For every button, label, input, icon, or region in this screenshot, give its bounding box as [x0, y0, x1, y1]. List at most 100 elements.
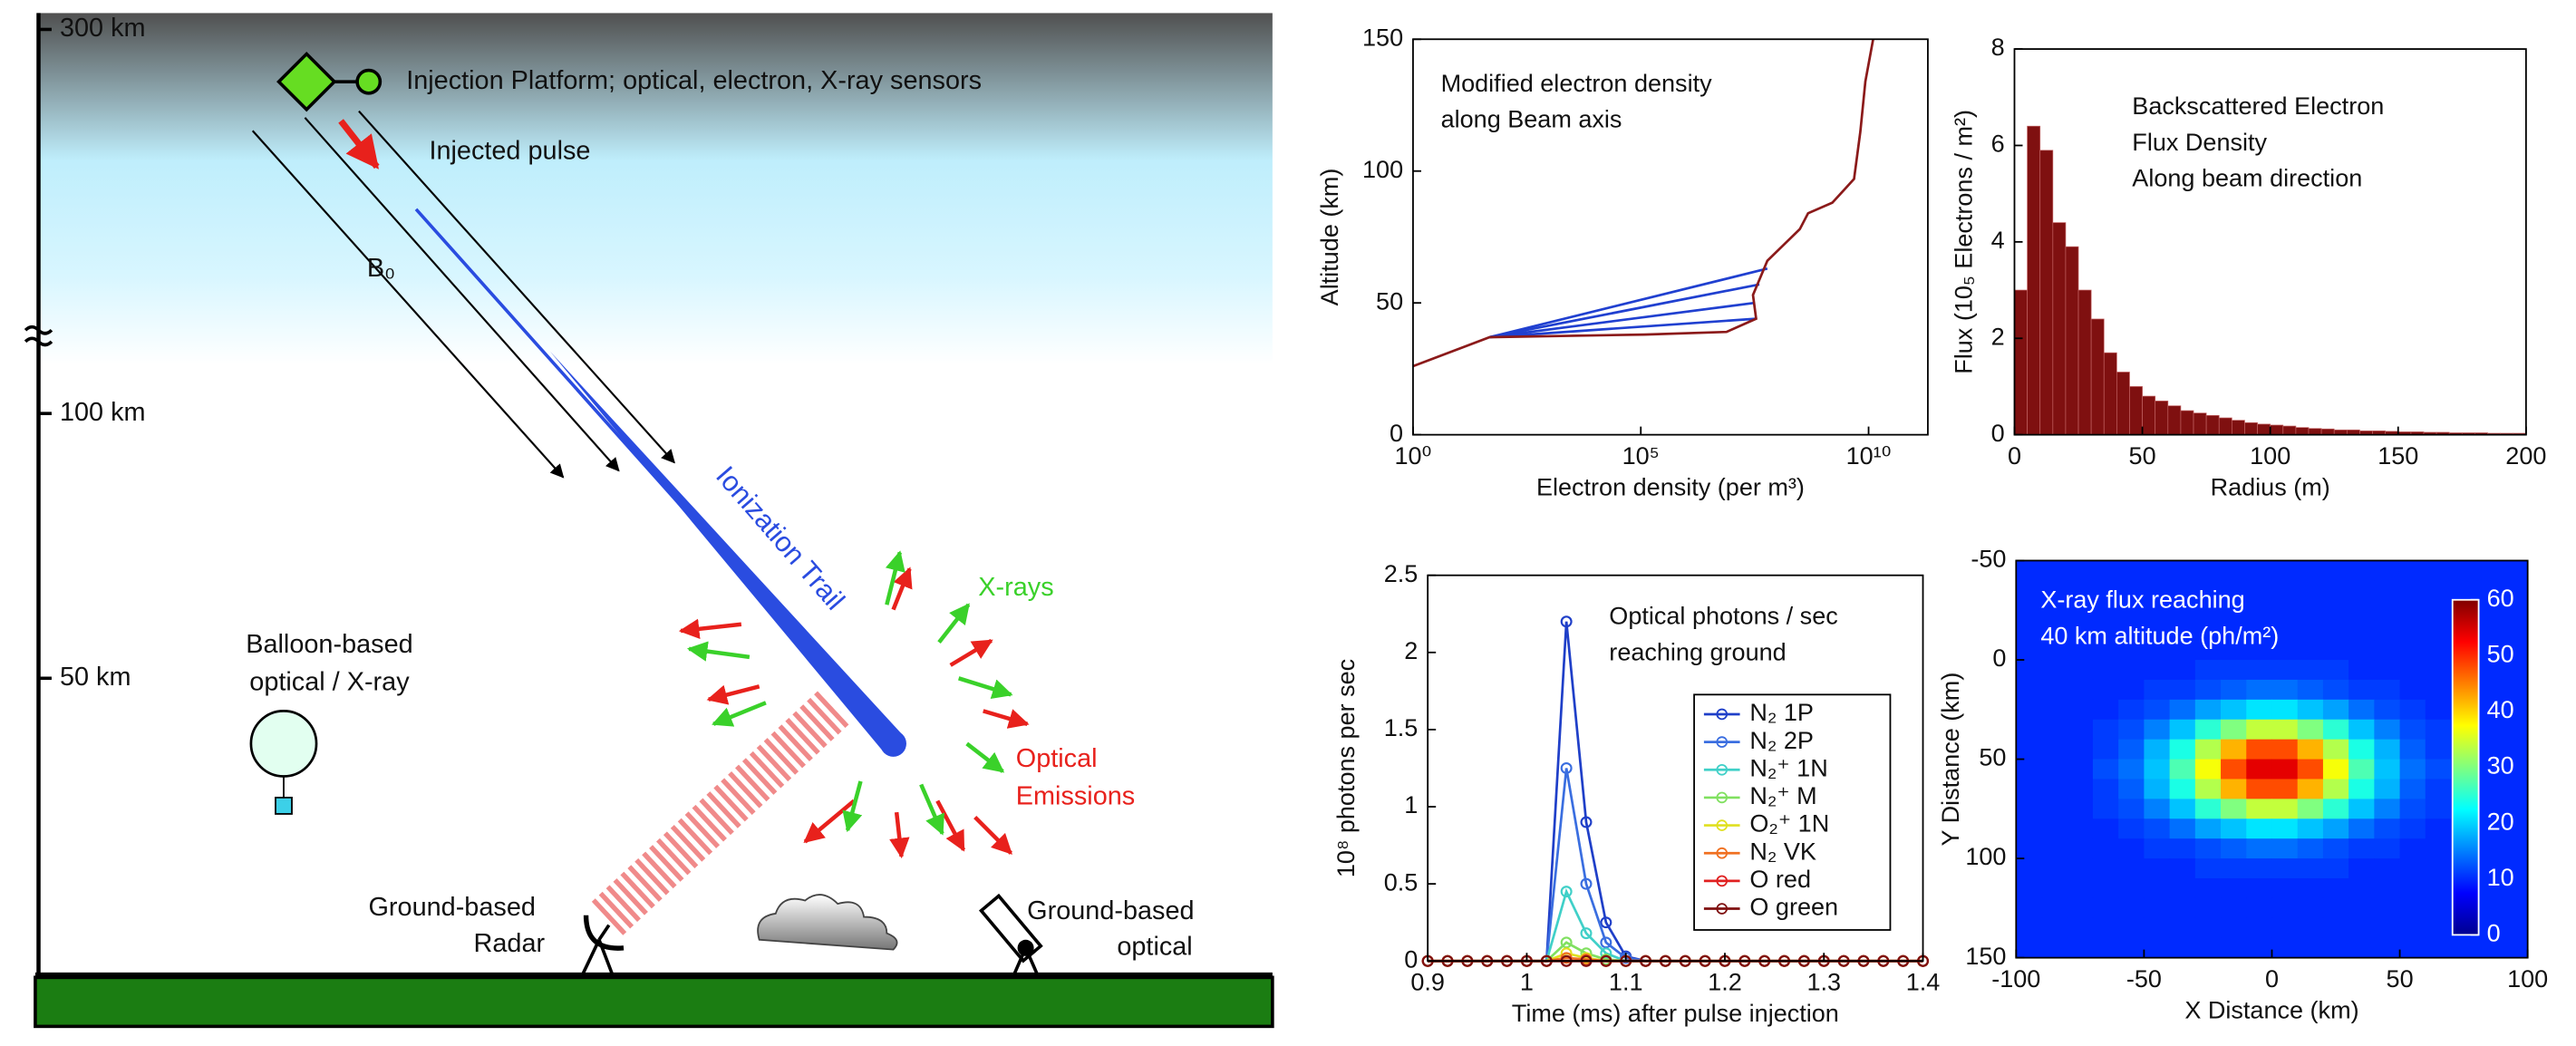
x-tick-label: 100 — [2250, 442, 2290, 470]
heat-cell — [2399, 759, 2426, 780]
heat-cell — [2502, 679, 2529, 701]
heat-cell — [2374, 660, 2401, 681]
heat-cell — [2221, 560, 2247, 581]
legend-label: O₂⁺ 1N — [1749, 810, 1829, 838]
heat-cell — [2144, 818, 2171, 839]
trail — [549, 351, 904, 752]
heat-cell — [2425, 719, 2452, 741]
heat-cell — [2169, 799, 2196, 819]
x-tick-label: 50 — [2129, 442, 2156, 470]
marker — [1580, 816, 1593, 828]
heat-cell — [2399, 779, 2426, 799]
legend-box — [1693, 693, 1892, 931]
plot-frame — [1427, 574, 1924, 963]
heat-cell — [2271, 699, 2299, 721]
heat-cell — [2399, 897, 2426, 919]
heat-cell — [2016, 739, 2043, 760]
heat-cell — [2144, 937, 2171, 959]
heat-cell — [2041, 620, 2068, 641]
heat-cell — [2067, 699, 2094, 721]
colorbar-label: 50 — [2487, 640, 2514, 667]
heat-cell — [2118, 600, 2145, 621]
heat-cell — [2322, 799, 2349, 819]
annotation: Along beam direction — [2132, 164, 2362, 191]
heat-cell — [2246, 660, 2273, 681]
heat-cell — [2425, 897, 2452, 919]
heat-cell — [2322, 580, 2349, 601]
heat-cell — [2144, 779, 2171, 799]
heat-cell — [2246, 937, 2273, 959]
heat-cell — [2221, 877, 2247, 899]
heat-cell — [2374, 858, 2401, 879]
heat-cell — [2169, 937, 2196, 959]
heat-cell — [2271, 660, 2299, 681]
marker — [1600, 936, 1612, 949]
diagram: 300 km 100 km 50 km Injection Platform; … — [24, 13, 1274, 1029]
legend-marker — [1716, 708, 1729, 721]
balloon-label: optical / X-ray — [249, 667, 410, 696]
heat-cell — [2271, 897, 2299, 919]
x-tick-label: 0 — [2008, 442, 2021, 470]
heat-cell — [2322, 560, 2349, 581]
heat-cell — [2399, 818, 2426, 839]
heat-cell — [2016, 560, 2043, 581]
heat-cell — [2169, 818, 2196, 839]
heat-cell — [2322, 660, 2349, 681]
y-tick-label: 150 — [1965, 943, 2006, 970]
heat-cell — [2399, 640, 2426, 661]
heat-cell — [2118, 739, 2145, 760]
series-line — [1489, 283, 1760, 339]
heat-cell — [2067, 719, 2094, 741]
colorbar-label: 20 — [2487, 808, 2514, 835]
marker — [1580, 927, 1593, 940]
heat-cell — [2016, 600, 2043, 621]
y-tick-label: 100 — [1965, 843, 2006, 870]
heat-cell — [2144, 620, 2171, 641]
heat-cell — [2169, 759, 2196, 780]
colorbar-label: 0 — [2487, 920, 2501, 947]
heat-cell — [2502, 799, 2529, 819]
heat-cell — [2297, 679, 2324, 701]
heat-cell — [2322, 818, 2349, 839]
heat-cell — [2476, 858, 2503, 879]
heat-cell — [2502, 917, 2529, 939]
heat-cell — [2425, 560, 2452, 581]
y-tick-label: 2.5 — [1384, 560, 1419, 587]
balloon — [249, 710, 318, 778]
x-tick-label: 50 — [2387, 965, 2414, 993]
heat-cell — [2297, 917, 2324, 939]
heat-cell — [2092, 759, 2119, 780]
heat-cell — [2016, 818, 2043, 839]
heat-cell — [2502, 739, 2529, 760]
heat-cell — [2067, 937, 2094, 959]
heat-cell — [2297, 699, 2324, 721]
heat-cell — [2271, 679, 2299, 701]
colorbar-label: 60 — [2487, 585, 2514, 612]
x-tick-label: 1.4 — [1906, 969, 1941, 996]
heat-cell — [2502, 877, 2529, 899]
trail-head — [880, 730, 906, 757]
bar — [2116, 372, 2130, 435]
bar — [2129, 386, 2143, 435]
heat-cell — [2476, 600, 2503, 621]
heat-cell — [2476, 759, 2503, 780]
radar-mount — [581, 924, 615, 975]
heat-cell — [2194, 838, 2222, 859]
field-line — [251, 130, 565, 479]
heat-cell — [2041, 739, 2068, 760]
heat-cell — [2169, 620, 2196, 641]
telescope-label: optical — [1117, 932, 1192, 961]
bar — [2027, 125, 2041, 435]
heat-cell — [2322, 679, 2349, 701]
heat-cell — [2067, 858, 2094, 879]
y-axis-label: Y Distance (km) — [1937, 673, 1964, 847]
y-axis-label: Altitude (km) — [1316, 169, 1343, 306]
heat-cell — [2016, 699, 2043, 721]
heat-cell — [2425, 699, 2452, 721]
heat-cell — [2502, 838, 2529, 859]
heat-cell — [2348, 600, 2375, 621]
heat-cell — [2194, 699, 2222, 721]
heat-cell — [2092, 818, 2119, 839]
